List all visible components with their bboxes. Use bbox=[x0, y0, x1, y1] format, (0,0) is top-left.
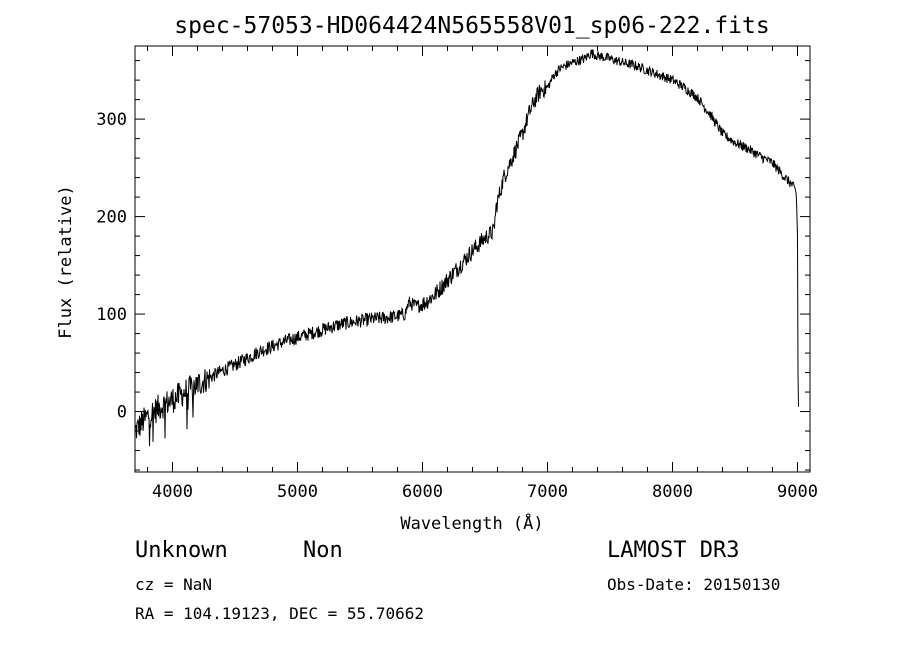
obs-date: Obs-Date: 20150130 bbox=[607, 575, 781, 594]
x-tick-label: 8000 bbox=[652, 482, 693, 502]
y-tick-label: 200 bbox=[96, 208, 127, 228]
y-axis-label: Flux (relative) bbox=[56, 185, 76, 339]
series-line-spectrum bbox=[134, 49, 799, 447]
x-tick-label: 6000 bbox=[402, 482, 443, 502]
coordinates: RA = 104.19123, DEC = 55.70662 bbox=[135, 604, 424, 623]
survey-label: LAMOST DR3 bbox=[607, 538, 740, 563]
chart-title: spec-57053-HD064424N565558V01_sp06-222.f… bbox=[174, 13, 769, 39]
x-tick-label: 4000 bbox=[152, 482, 193, 502]
redshift-readout: cz = NaN bbox=[135, 575, 213, 594]
x-tick-label: 5000 bbox=[277, 482, 318, 502]
object-class: Non bbox=[303, 538, 343, 563]
x-tick-label: 7000 bbox=[527, 482, 568, 502]
y-tick-label: 100 bbox=[96, 305, 127, 325]
y-tick-label: 300 bbox=[96, 110, 127, 130]
y-tick-label: 0 bbox=[117, 403, 127, 423]
object-name: Unknown bbox=[135, 538, 228, 563]
x-tick-label: 9000 bbox=[777, 482, 818, 502]
plot-frame bbox=[134, 45, 811, 473]
x-axis-label: Wavelength (Å) bbox=[400, 512, 543, 534]
